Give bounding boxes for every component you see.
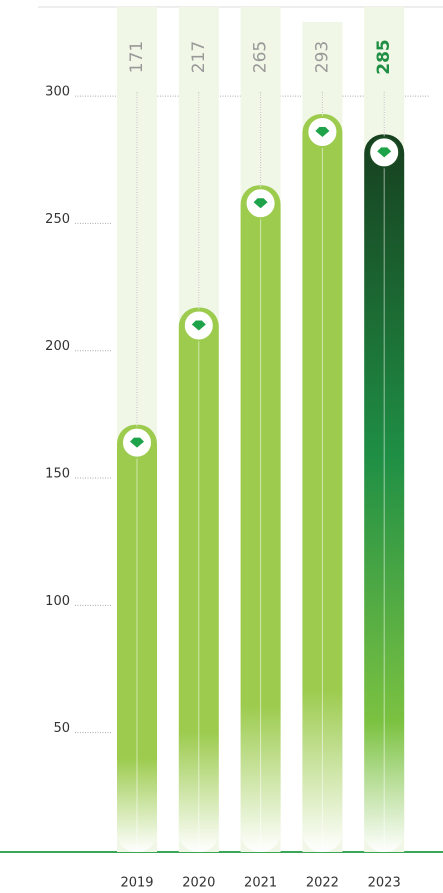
y-tick-label: 250 — [45, 212, 70, 227]
y-tick-label: 100 — [45, 594, 70, 609]
x-tick-label: 2020 — [182, 876, 215, 891]
gem-icon — [377, 147, 392, 158]
x-tick-label: 2019 — [120, 876, 153, 891]
value-label: 293 — [312, 41, 332, 73]
y-tick-label: 200 — [45, 339, 70, 354]
y-tick-label: 150 — [45, 467, 70, 482]
x-tick-label: 2022 — [306, 876, 339, 891]
gem-icon — [191, 320, 206, 331]
gem-icon — [253, 198, 268, 209]
x-tick-label: 2023 — [368, 876, 401, 891]
y-tick-label: 50 — [53, 721, 70, 736]
x-tick-label: 2021 — [244, 876, 277, 891]
y-tick-label: 300 — [45, 85, 70, 100]
value-label: 285 — [374, 39, 394, 75]
value-label: 171 — [127, 41, 147, 73]
value-label: 217 — [189, 41, 209, 73]
value-label: 265 — [251, 41, 271, 73]
gem-icon — [315, 126, 330, 137]
gem-icon — [130, 437, 144, 448]
